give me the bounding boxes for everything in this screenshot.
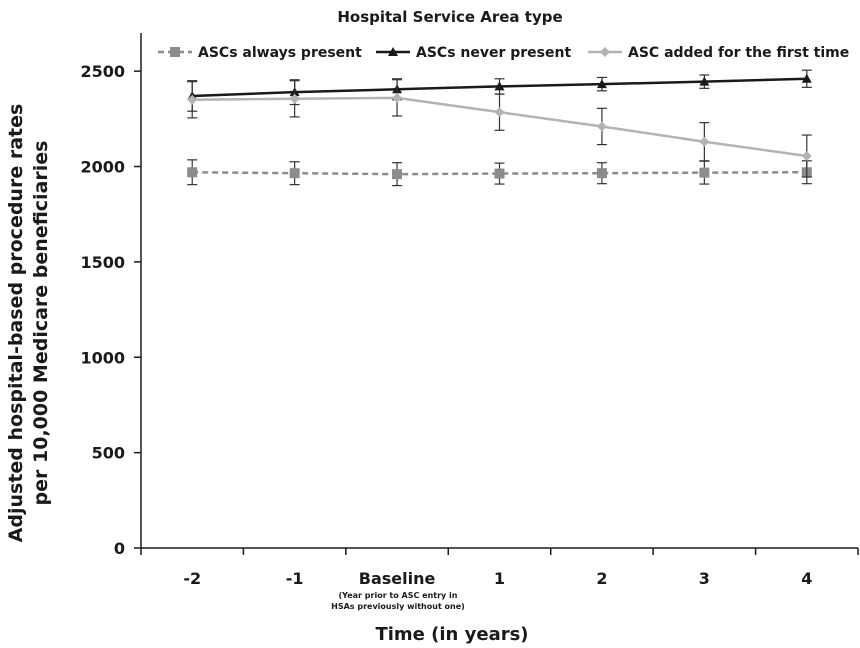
- data-point: [801, 73, 812, 83]
- legend-entry-2: ASCs never present: [376, 45, 571, 61]
- y-tick-label: 500: [92, 444, 125, 463]
- data-point: [699, 76, 710, 86]
- x-tick-label: 3: [699, 569, 710, 588]
- y-tick-label: 2500: [80, 62, 125, 81]
- legend-entry-3: ASC added for the first time: [588, 45, 849, 61]
- x-tick-label: 4: [801, 569, 812, 588]
- y-tick-label: 0: [114, 539, 125, 558]
- data-point: [494, 81, 505, 91]
- data-point: [596, 79, 607, 89]
- legend-label: ASCs always present: [198, 45, 362, 61]
- y-tick-label: 2000: [80, 158, 125, 177]
- axes: [140, 33, 858, 549]
- data-point: [801, 151, 812, 162]
- y-axis-label-line-2: per 10,000 Medicare beneficiaries: [30, 141, 52, 506]
- legend: ASCs always present ASCs never present ASC…: [158, 45, 849, 61]
- legend-swatch-marker: [170, 47, 180, 57]
- x-tick-label: Baseline: [359, 569, 436, 588]
- series-3: [187, 79, 812, 178]
- data-point: [289, 93, 300, 104]
- x-tick-label: 1: [494, 569, 505, 588]
- legend-swatch-marker: [600, 47, 610, 57]
- data-point: [289, 168, 300, 179]
- series-1: [187, 159, 812, 187]
- data-point: [187, 167, 198, 178]
- x-tick-label: 2: [596, 569, 607, 588]
- data-point: [392, 169, 403, 180]
- y-ticks: 0 500 1000 1500 2000 2500: [80, 62, 141, 558]
- data-point: [596, 168, 607, 179]
- chart-title: Hospital Service Area type: [337, 8, 562, 26]
- x-ticks: -2 -1 Baseline 1 2 3 4: [140, 548, 859, 588]
- legend-swatch-marker: [388, 47, 398, 56]
- data-point: [494, 107, 505, 118]
- data-point: [494, 168, 505, 179]
- y-tick-label: 1000: [80, 348, 125, 367]
- legend-label: ASCs never present: [416, 45, 571, 61]
- data-point: [699, 167, 710, 178]
- x-axis-label: Time (in years): [375, 624, 528, 645]
- legend-label: ASC added for the first time: [628, 45, 849, 61]
- baseline-sublabel-line-2: HSAs previously without one): [331, 602, 465, 611]
- legend-entry-1: ASCs always present: [158, 45, 362, 61]
- series-layer: [187, 69, 812, 187]
- y-axis-label-line-1: Adjusted hospital-based procedure rates: [5, 104, 27, 543]
- data-point: [392, 92, 403, 103]
- x-tick-label: -1: [286, 569, 304, 588]
- data-point: [187, 94, 198, 105]
- y-tick-label: 1500: [80, 253, 125, 272]
- x-tick-label: -2: [183, 569, 201, 588]
- data-point: [699, 136, 710, 147]
- data-point: [596, 121, 607, 132]
- baseline-sublabel-line-1: (Year prior to ASC entry in: [339, 591, 458, 600]
